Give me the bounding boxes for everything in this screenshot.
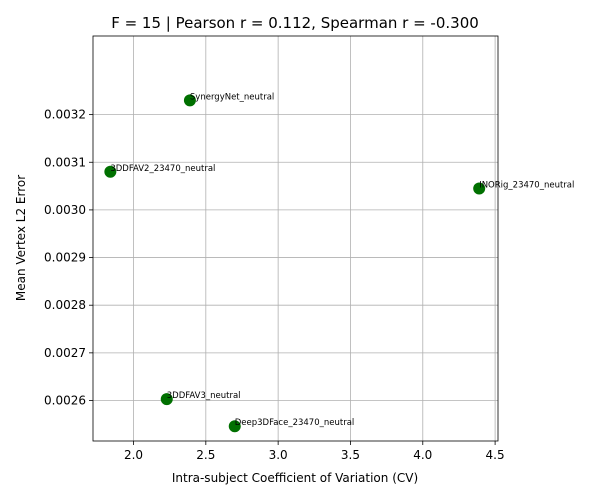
y-tick-label: 0.0030 <box>44 203 86 217</box>
data-points: SynergyNet_neutral 3DDFAV2_23470_neutral I… <box>104 92 574 433</box>
y-tick-label: 0.0032 <box>44 108 86 122</box>
x-tick-label: 2.0 <box>124 448 143 462</box>
x-tick-label: 2.5 <box>196 448 215 462</box>
y-axis-ticks: 0.0026 0.0027 0.0028 0.0029 0.0030 0.0031 0.00… <box>44 108 93 408</box>
data-point-label: Deep3DFace_23470_neutral <box>235 418 355 428</box>
y-axis-label: Mean Vertex L2 Error <box>14 175 28 301</box>
x-tick-label: 4.0 <box>413 448 432 462</box>
y-tick-label: 0.0028 <box>44 298 86 312</box>
data-point <box>160 393 173 406</box>
x-axis-label: Intra-subject Coefficient of Variation (… <box>172 471 418 485</box>
data-point-label: 3DDFAV3_neutral <box>167 391 241 401</box>
x-tick-label: 3.0 <box>269 448 288 462</box>
y-tick-label: 0.0029 <box>44 251 86 265</box>
x-tick-label: 3.5 <box>341 448 360 462</box>
chart-title: F = 15 | Pearson r = 0.112, Spearman r =… <box>111 14 479 32</box>
data-point-label: SynergyNet_neutral <box>190 92 274 102</box>
plot-area-frame <box>92 35 499 442</box>
y-tick-label: 0.0026 <box>44 394 86 408</box>
y-tick-label: 0.0031 <box>44 155 86 169</box>
data-point <box>228 420 241 433</box>
data-point-label: INORig_23470_neutral <box>479 180 574 190</box>
x-tick-label: 4.5 <box>486 448 505 462</box>
data-point <box>473 182 486 195</box>
x-axis-ticks: 2.0 2.5 3.0 3.5 4.0 4.5 <box>124 441 505 462</box>
data-point <box>104 165 117 178</box>
data-point-label: 3DDFAV2_23470_neutral <box>110 164 215 174</box>
data-point <box>183 94 196 107</box>
y-tick-label: 0.0027 <box>44 346 86 360</box>
grid <box>93 36 498 441</box>
